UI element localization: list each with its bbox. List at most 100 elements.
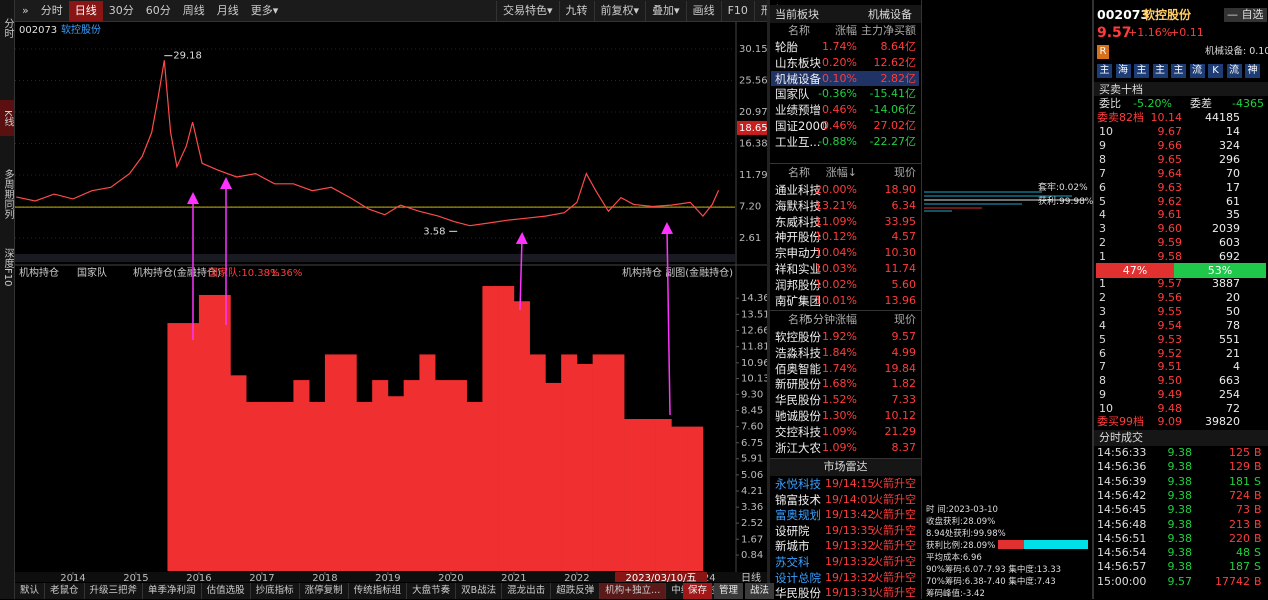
book-level: 4 (1099, 318, 1106, 332)
separator (770, 163, 921, 164)
toolbar-button[interactable]: 分时 (40, 4, 63, 17)
toolbar-button[interactable]: » (22, 4, 29, 17)
trade-side: B (1254, 460, 1262, 474)
holding-bar (592, 354, 609, 571)
toolbar-button[interactable]: 叠加▾ (645, 1, 686, 21)
sector-header-bg (770, 5, 921, 23)
action-button[interactable]: 保存 (683, 583, 713, 599)
toolbar-button[interactable]: 交易特色▾ (496, 1, 559, 21)
book-volume: 50 (1226, 304, 1240, 318)
book-level: 2 (1099, 236, 1106, 250)
order-diff: -4365 (1232, 97, 1264, 110)
bottom-tab[interactable]: 单季净利润 (143, 583, 202, 599)
sector-net-buy: 27.02亿 (873, 119, 917, 132)
side-tab[interactable]: K线 (0, 100, 14, 136)
toolbar (15, 0, 767, 22)
book-price: 9.50 (1157, 374, 1183, 388)
holding-bar (261, 401, 278, 571)
trade-time: 14:56:54 (1097, 546, 1147, 560)
stock-name: 软控股份 (1143, 8, 1192, 22)
column-header: 现价 (894, 166, 916, 179)
quick-button[interactable]: 主 (1171, 64, 1186, 78)
quick-button[interactable]: 主 (1152, 64, 1168, 78)
trade-side: B (1254, 574, 1262, 588)
sector-change: 1.74% (822, 40, 857, 53)
toolbar-button[interactable]: 30分 (108, 4, 134, 17)
bottom-tab[interactable]: 涨停复制 (300, 583, 349, 599)
bottom-tab[interactable]: 混龙出击 (502, 583, 552, 599)
book-total-price: 9.09 (1157, 415, 1183, 428)
stock-price: 9.57 (1097, 25, 1132, 41)
radar-time: 19/13:31 (825, 586, 875, 600)
quick-button[interactable]: 海 (1115, 64, 1131, 78)
holding-bar (498, 286, 515, 571)
quick-button[interactable]: 流 (1189, 64, 1205, 78)
quote-header-bg (1094, 82, 1268, 96)
trade-price: 9.38 (1167, 460, 1193, 474)
pane-label: 机构持仓 (19, 266, 59, 279)
toolbar-button[interactable]: 前复权▾ (593, 1, 646, 21)
bottom-tab[interactable]: 默认 (15, 583, 46, 599)
book-level: 10 (1099, 402, 1113, 416)
book-price: 9.61 (1157, 208, 1183, 222)
x-tick-label: 2022 (564, 573, 589, 582)
column-header: 5分钟涨幅 (806, 313, 857, 326)
y-tick-label: 2.52 (741, 518, 763, 529)
bottom-tab[interactable]: 传统指标组 (349, 583, 408, 599)
toolbar-button[interactable]: 画线 (685, 1, 721, 21)
toolbar-button[interactable]: 60分 (145, 4, 171, 17)
book-volume: 72 (1226, 402, 1240, 416)
sector-change: 0.46% (822, 103, 857, 117)
bottom-tab[interactable]: 升级三把斧 (85, 583, 144, 599)
toolbar-button[interactable]: 月线 (216, 4, 239, 17)
bottom-tab[interactable]: 估值选股 (202, 583, 251, 599)
toolbar-button[interactable]: 日线 (68, 1, 103, 21)
toolbar-button[interactable]: 九转 (558, 1, 594, 21)
quick-button[interactable]: 主 (1097, 64, 1112, 78)
watch-button[interactable]: — 自选 (1224, 8, 1267, 22)
arrow (661, 222, 674, 416)
sector-name: 机械设备 (775, 71, 821, 86)
bottom-tabs: 默认 老鼠仓 升级三把斧 单季净利润 估值选股 抄底指标 涨停复制 传统指标组 大盘节奏 双B战法… (15, 583, 727, 599)
book-level: 5 (1099, 332, 1106, 346)
holding-bar (198, 294, 215, 571)
stock-price: 8.37 (891, 440, 917, 454)
toolbar-button[interactable]: 更多▾ (250, 4, 279, 17)
quick-button[interactable]: 神 (1245, 64, 1260, 78)
side-tab[interactable]: 深度F10 (2, 247, 13, 287)
stock-price: 10.12 (884, 409, 917, 422)
stock-price: 1.82 (891, 377, 917, 391)
action-button[interactable]: 战法 (745, 583, 775, 599)
bottom-tab[interactable]: 机构+独立... (600, 583, 667, 599)
bottom-tab[interactable]: 大盘节奏 (407, 583, 457, 599)
bottom-tab[interactable]: 老鼠仓 (45, 583, 85, 599)
bottom-tab[interactable]: 双B战法 (456, 583, 503, 599)
quick-button[interactable]: 主 (1134, 64, 1149, 78)
toolbar-button[interactable]: F10 (720, 1, 754, 21)
stock-name: 浩淼科技 (775, 345, 821, 360)
book-volume: 324 (1219, 138, 1240, 152)
book-price: 9.59 (1157, 236, 1183, 250)
book-price: 9.65 (1157, 152, 1183, 166)
chart: 002073 软控股份 30.15 25.56 20.97 16.38 11.79 7.20 2… (15, 22, 767, 582)
trade-side: S (1254, 560, 1261, 574)
toolbar-button[interactable]: 周线 (182, 4, 205, 17)
side-tab[interactable]: 多周期同列 (2, 169, 13, 219)
stock-change: 1.30% (822, 409, 857, 422)
quick-button[interactable]: K (1208, 64, 1223, 78)
radar-event: 火箭升空 (872, 508, 916, 522)
stock-name: 海默科技 (775, 198, 821, 213)
trade-volume: 724 (1229, 488, 1250, 502)
bottom-tab[interactable]: 超跌反弹 (551, 583, 601, 599)
stock-price: 7.33 (891, 393, 917, 407)
stock-name: 东威科技 (775, 214, 821, 229)
radar-stock: 锦富技术 (775, 492, 821, 507)
quick-button[interactable]: 流 (1226, 64, 1242, 78)
bottom-tab[interactable]: 抄底指标 (251, 583, 300, 599)
column-header: 名称 (788, 166, 810, 179)
action-button[interactable]: 管理 (714, 583, 744, 599)
side-tab[interactable]: 分时 (2, 18, 13, 38)
stock-change: 11.09% (815, 214, 857, 228)
book-price: 9.52 (1157, 346, 1183, 360)
stock-name: 通业科技 (775, 183, 821, 197)
